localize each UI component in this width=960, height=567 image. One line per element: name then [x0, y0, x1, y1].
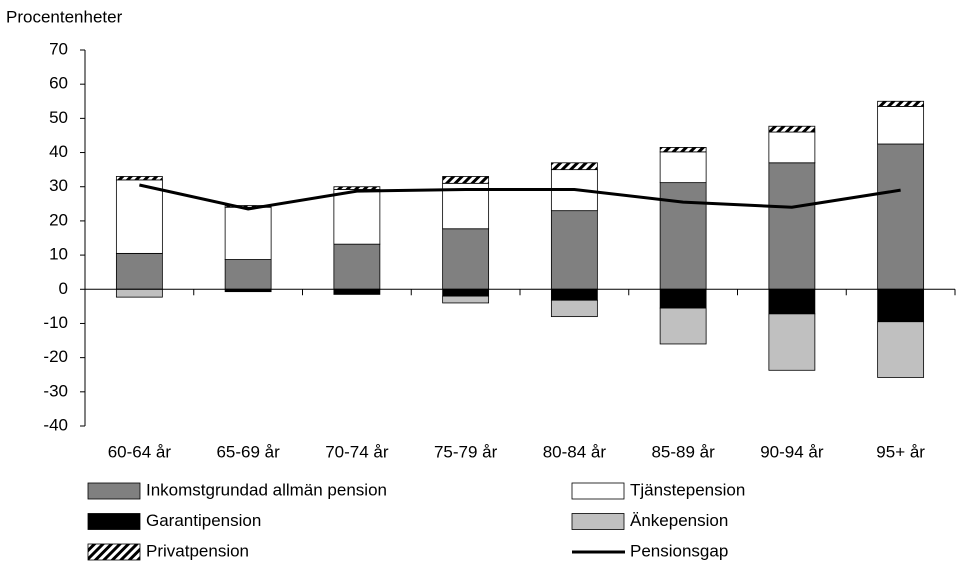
- bar-segment: [768, 131, 816, 164]
- bar-segment: [333, 243, 381, 290]
- y-tick-label: -40: [43, 415, 68, 434]
- bar-segment: [333, 288, 381, 295]
- bar-segment: [768, 313, 816, 371]
- bar-segment: [333, 186, 381, 190]
- legend-swatch: [87, 482, 141, 500]
- y-tick-label: 50: [49, 108, 68, 127]
- bar-segment: [768, 125, 816, 133]
- legend-label: Privatpension: [146, 541, 249, 560]
- x-tick-label: 85-89 år: [651, 442, 715, 461]
- bar-segment: [877, 143, 925, 290]
- legend-swatch: [87, 543, 141, 561]
- bar-segment: [115, 176, 163, 181]
- legend-label: Pensionsgap: [630, 541, 728, 560]
- y-tick-label: 60: [49, 74, 68, 93]
- x-tick-label: 65-69 år: [216, 442, 280, 461]
- legend-label: Garantipension: [146, 511, 261, 530]
- bar-segment: [659, 147, 707, 153]
- x-tick-label: 75-79 år: [434, 442, 498, 461]
- bar-segment: [659, 151, 707, 184]
- legend-swatch: [571, 482, 625, 500]
- legend-label: Änkepension: [630, 511, 728, 530]
- bar-segment: [224, 259, 272, 290]
- legend-label: Tjänstepension: [630, 480, 745, 499]
- bar-segment: [333, 189, 381, 245]
- y-tick-label: 10: [49, 245, 68, 264]
- bar-segment: [659, 182, 707, 290]
- bar-segment: [550, 288, 598, 301]
- bar-segment: [768, 162, 816, 290]
- bar-segment: [550, 299, 598, 318]
- y-tick-label: -10: [43, 313, 68, 332]
- y-tick-label: 20: [49, 210, 68, 229]
- bar-segment: [224, 206, 272, 260]
- bar-segment: [115, 288, 163, 298]
- legend-swatch: [87, 513, 141, 530]
- y-tick-label: 30: [49, 176, 68, 195]
- bar-segment: [659, 288, 707, 309]
- bar-segment: [877, 100, 925, 107]
- y-tick-label: 0: [59, 279, 68, 298]
- bar-segment: [115, 179, 163, 254]
- x-tick-label: 80-84 år: [543, 442, 607, 461]
- bar-segment: [877, 288, 925, 323]
- bar-segment: [442, 295, 490, 304]
- bar-segment: [550, 210, 598, 290]
- y-axis-title: Procentenheter: [6, 7, 123, 26]
- x-tick-label: 60-64 år: [108, 442, 172, 461]
- y-tick-label: -30: [43, 381, 68, 400]
- bar-segment: [550, 162, 598, 171]
- y-tick-label: 70: [49, 39, 68, 58]
- y-tick-label: 40: [49, 142, 68, 161]
- x-tick-label: 70-74 år: [325, 442, 389, 461]
- x-tick-label: 95+ år: [876, 442, 925, 461]
- legend-swatch: [571, 513, 625, 530]
- bar-segment: [442, 228, 490, 290]
- bar-segment: [877, 106, 925, 145]
- bar-segment: [877, 321, 925, 378]
- bar-segment: [768, 288, 816, 315]
- bar-segment: [115, 252, 163, 290]
- y-tick-label: -20: [43, 347, 68, 366]
- legend-label: Inkomstgrundad allmän pension: [146, 480, 387, 499]
- line-series: [139, 183, 901, 211]
- x-tick-label: 90-94 år: [760, 442, 824, 461]
- bar-segment: [442, 288, 490, 297]
- bar-segment: [659, 307, 707, 345]
- bar-segment: [442, 176, 490, 184]
